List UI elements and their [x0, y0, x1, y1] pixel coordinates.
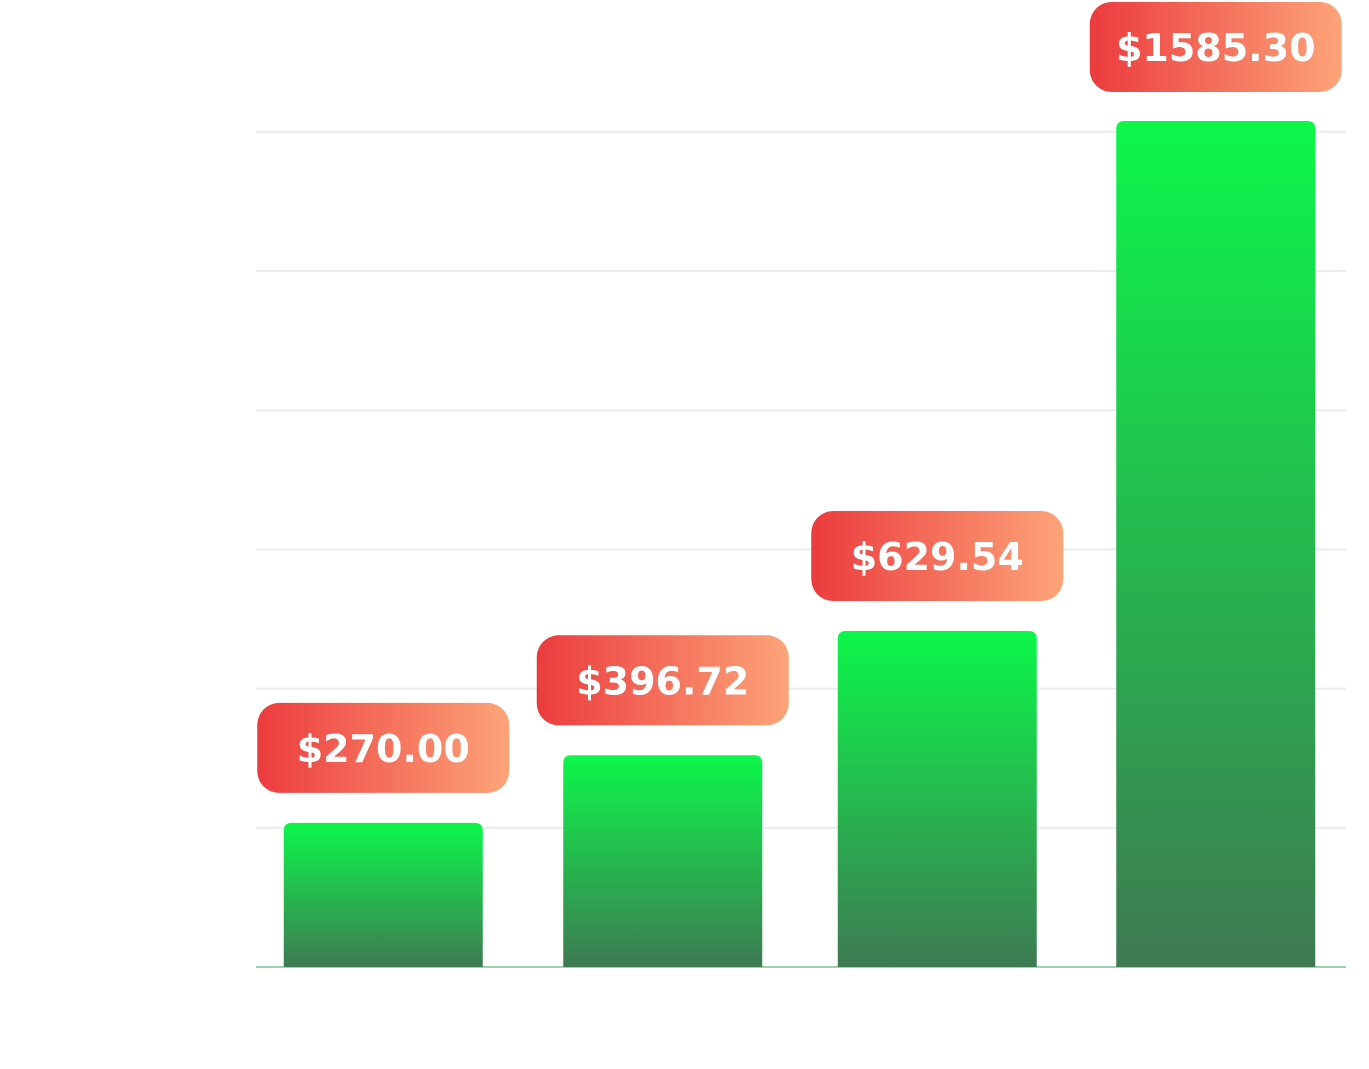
- data-label: $270.00: [257, 702, 510, 793]
- data-label-badge: [811, 511, 1064, 602]
- data-label: $629.54: [811, 511, 1064, 602]
- bar: [1116, 121, 1316, 967]
- data-label-text: $629.54: [851, 535, 1024, 579]
- data-labels: $270.00 $396.72 $629.54 $1585.30: [257, 2, 1342, 793]
- data-label-text: $270.00: [297, 727, 470, 771]
- bar: [837, 631, 1037, 967]
- data-label: $396.72: [536, 635, 789, 726]
- data-label-text: $1585.30: [1116, 26, 1316, 70]
- data-label-badge: [1089, 2, 1342, 92]
- data-label-badge: [257, 702, 510, 793]
- bar: [563, 755, 763, 967]
- data-label: $1585.30: [1089, 2, 1342, 92]
- data-label-badge: [536, 635, 789, 726]
- bar: [283, 822, 483, 967]
- data-label-text: $396.72: [576, 659, 749, 703]
- bars: [283, 121, 1316, 967]
